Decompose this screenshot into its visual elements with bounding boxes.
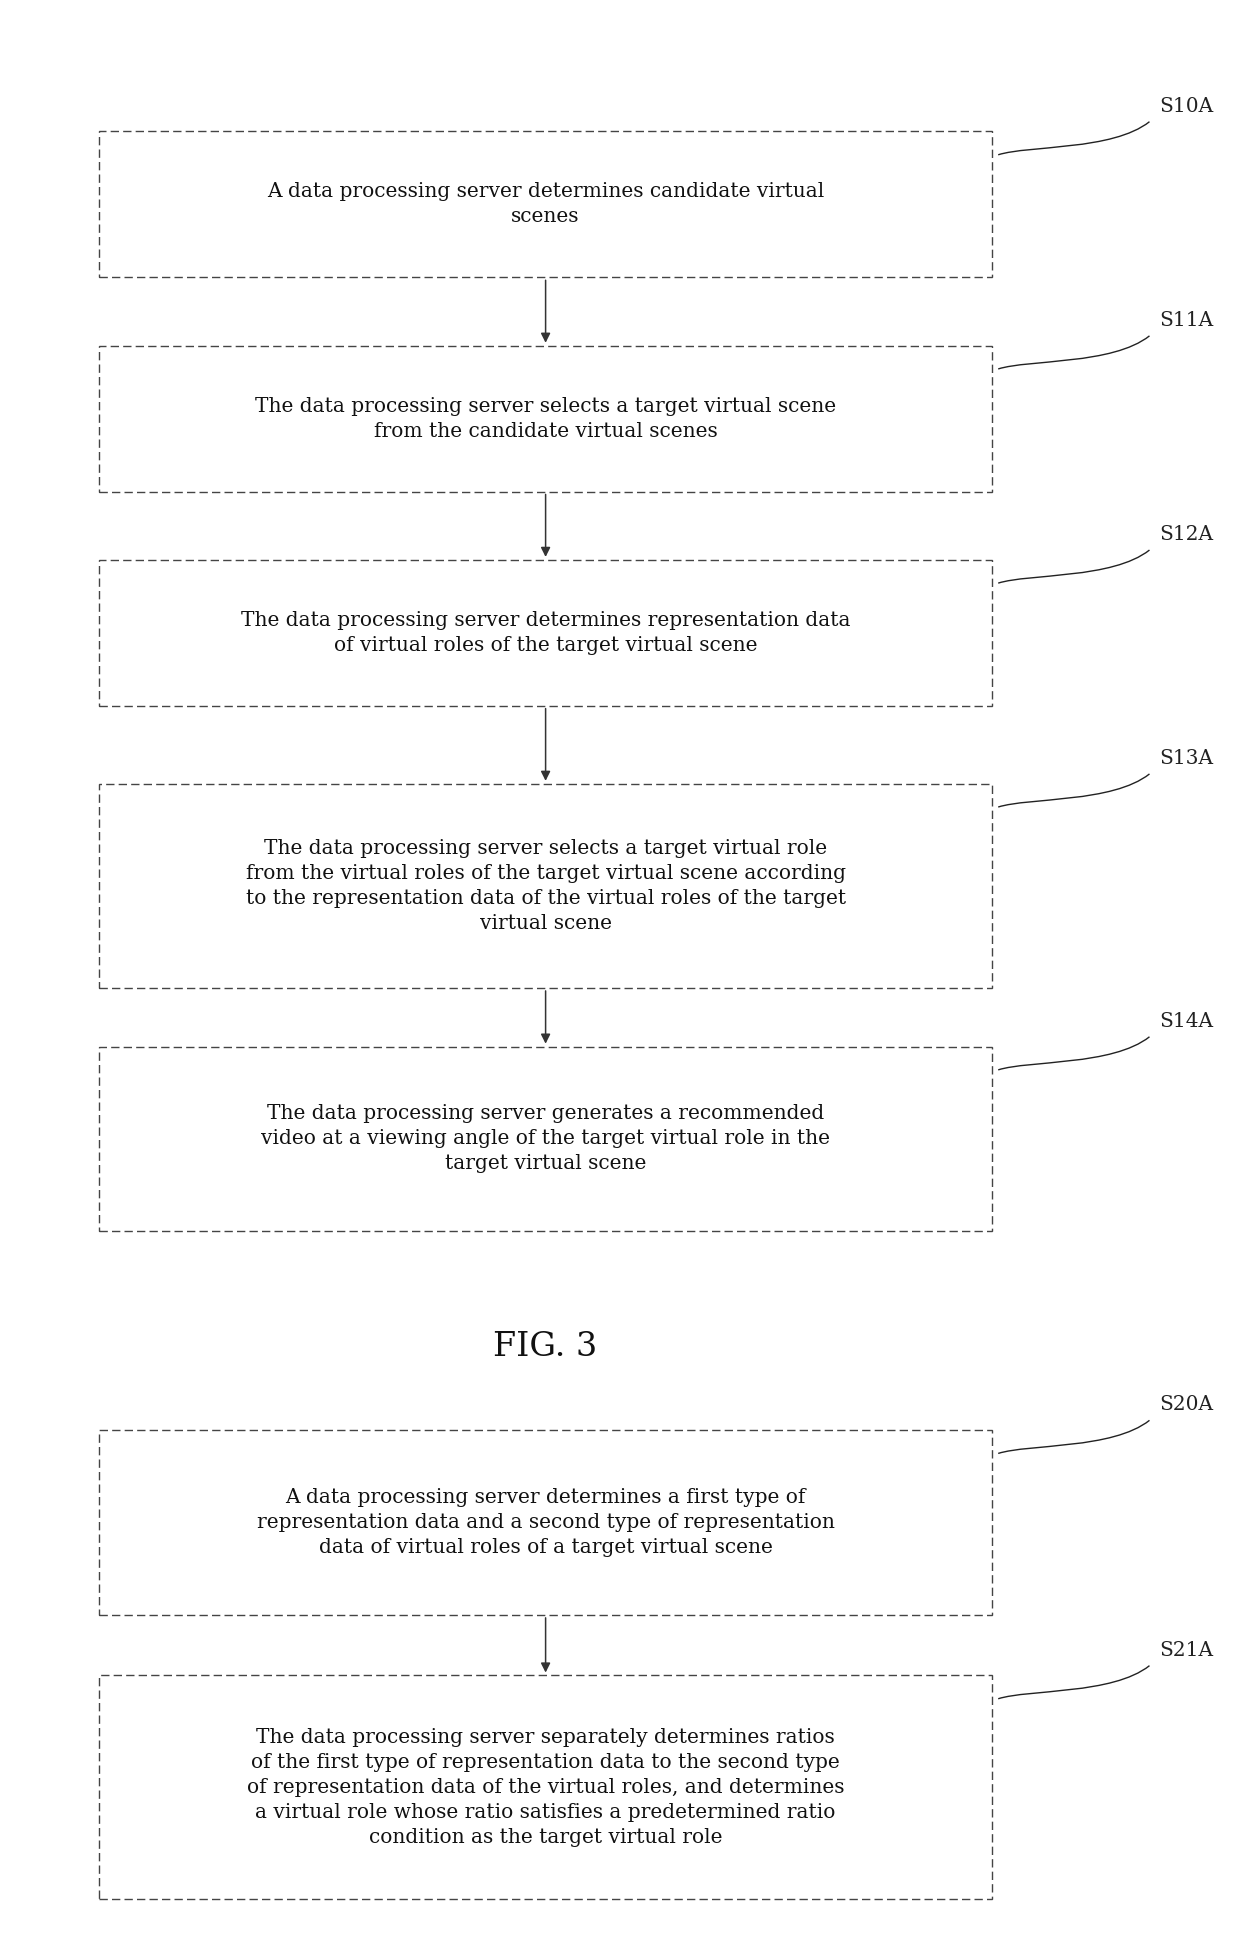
- FancyBboxPatch shape: [99, 1674, 992, 1900]
- Text: S21A: S21A: [1159, 1641, 1214, 1659]
- Text: The data processing server determines representation data
of virtual roles of th: The data processing server determines re…: [241, 611, 851, 654]
- Text: S10A: S10A: [1159, 97, 1214, 117]
- Text: S20A: S20A: [1159, 1396, 1214, 1414]
- FancyBboxPatch shape: [99, 347, 992, 491]
- Text: FIG. 3: FIG. 3: [494, 1332, 598, 1363]
- Text: The data processing server generates a recommended
video at a viewing angle of t: The data processing server generates a r…: [262, 1104, 830, 1174]
- Text: S14A: S14A: [1159, 1012, 1214, 1032]
- Text: The data processing server selects a target virtual scene
from the candidate vir: The data processing server selects a tar…: [255, 397, 836, 440]
- Text: A data processing server determines a first type of
representation data and a se: A data processing server determines a fi…: [257, 1488, 835, 1558]
- Text: S11A: S11A: [1159, 312, 1214, 329]
- FancyBboxPatch shape: [99, 1046, 992, 1231]
- Text: The data processing server selects a target virtual role
from the virtual roles : The data processing server selects a tar…: [246, 839, 846, 933]
- FancyBboxPatch shape: [99, 783, 992, 987]
- FancyBboxPatch shape: [99, 1429, 992, 1616]
- FancyBboxPatch shape: [99, 561, 992, 705]
- Text: A data processing server determines candidate virtual
scenes: A data processing server determines cand…: [267, 183, 825, 226]
- Text: The data processing server separately determines ratios
of the first type of rep: The data processing server separately de…: [247, 1727, 844, 1848]
- Text: S12A: S12A: [1159, 526, 1214, 543]
- Text: S13A: S13A: [1159, 750, 1214, 767]
- FancyBboxPatch shape: [99, 130, 992, 276]
